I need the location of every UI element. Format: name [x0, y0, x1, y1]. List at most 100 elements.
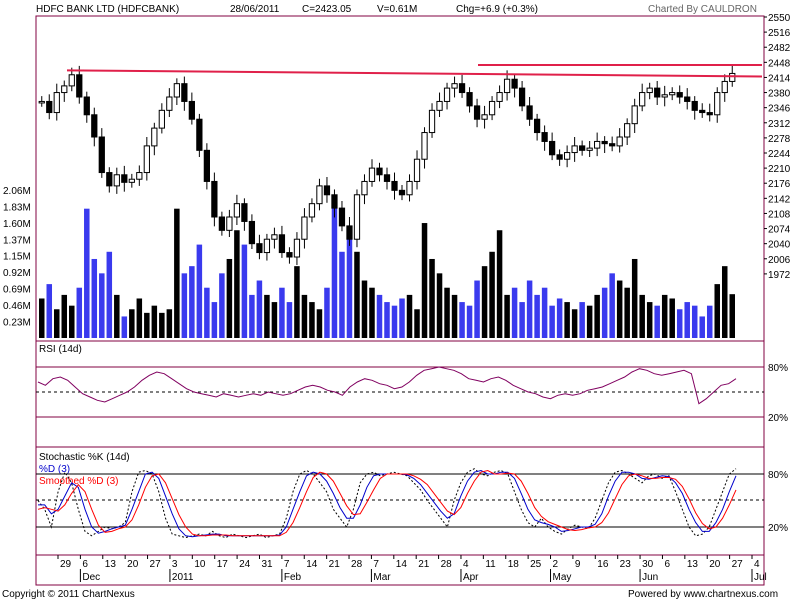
candle-body — [706, 112, 713, 116]
volume-bar — [234, 230, 240, 338]
volume-bars — [39, 201, 735, 338]
x-axis-panel — [35, 554, 765, 586]
volume-bar — [519, 302, 525, 338]
candle-body — [301, 216, 308, 240]
price-tick-label: 2040 — [768, 240, 791, 251]
volume-bar — [54, 309, 60, 338]
volume-bar — [504, 294, 510, 338]
volume-bar — [256, 280, 263, 338]
volume-bar — [429, 258, 435, 338]
candle-body — [361, 180, 368, 196]
price-tick-label: 2006 — [768, 255, 791, 266]
x-tick-label: 10 — [194, 559, 206, 570]
volume-bar — [526, 280, 533, 338]
price-tick-label: 2108 — [768, 209, 791, 220]
x-tick-label: 31 — [261, 559, 273, 570]
candle-body — [53, 92, 60, 114]
volume-tick-label: 1.83M — [3, 203, 31, 214]
candle-body — [188, 100, 195, 120]
month-label: Dec — [82, 572, 100, 583]
month-label: Mar — [373, 572, 391, 583]
volume-bar — [654, 305, 660, 338]
candle-body — [413, 158, 421, 182]
volume-bar — [211, 302, 218, 338]
candle-body — [76, 74, 83, 98]
candle-body — [391, 180, 398, 191]
x-tick-label: 13 — [105, 559, 117, 570]
candle-body — [699, 109, 706, 114]
volume-bar — [459, 302, 465, 338]
x-tick-label: 4 — [463, 559, 469, 570]
candle-body — [128, 178, 135, 183]
volume-bar — [699, 316, 705, 338]
volume-bar — [84, 208, 90, 338]
candle-body — [503, 78, 511, 94]
candle-body — [496, 92, 503, 102]
volume-bar — [676, 309, 683, 338]
candle-body — [98, 136, 105, 174]
price-candles — [38, 64, 736, 265]
candle-body — [646, 87, 653, 94]
volume-bar — [721, 266, 728, 338]
volume-bar — [129, 309, 135, 338]
month-label: Jul — [754, 572, 767, 583]
volume-bar — [556, 298, 563, 338]
volume-bar — [579, 302, 585, 338]
volume-bar — [624, 287, 630, 338]
volume-bar — [301, 294, 308, 338]
volume-bar — [481, 266, 488, 338]
candle-body — [46, 100, 53, 114]
price-tick-label: 2312 — [768, 119, 791, 130]
volume-bar — [331, 201, 338, 338]
candle-body — [173, 83, 180, 98]
volume-bar — [136, 298, 143, 338]
volume-bar — [496, 230, 503, 338]
candle-body — [631, 105, 638, 125]
volume-bar — [196, 244, 203, 338]
stoch-axis-20: 20% — [768, 523, 788, 534]
volume-bar — [661, 294, 668, 338]
candle-body — [233, 203, 241, 218]
rsi-line — [37, 366, 737, 405]
volume-bar — [174, 208, 180, 338]
volume-bar — [376, 294, 383, 338]
candle-body — [113, 174, 120, 187]
trendline-lower — [66, 69, 763, 78]
volume-bar — [609, 273, 615, 338]
volume-tick-label: 2.06M — [3, 186, 31, 197]
volume-bar — [69, 305, 75, 338]
volume-value: V=0.61M — [377, 4, 417, 15]
x-tick-label: 21 — [418, 559, 430, 570]
candle-body — [714, 92, 721, 116]
volume-bar — [616, 280, 623, 338]
x-axis: 29 6 13 20 27 3 10 17 24 31 7 14 21 28 7 14 21 28 4 11 18 25 2… — [57, 555, 767, 583]
volume-bar — [144, 312, 150, 338]
price-axis: 2550 2516 2482 2448 2414 2380 2346 2312 2278 2244… — [764, 13, 791, 281]
x-tick-label: 20 — [709, 559, 721, 570]
candle-body — [451, 83, 458, 89]
volume-bar — [121, 316, 128, 338]
volume-bar — [294, 266, 300, 338]
volume-bar — [391, 305, 398, 338]
trendlines — [66, 64, 763, 78]
candle-body — [241, 203, 248, 222]
candle-body — [38, 100, 45, 104]
candle-body — [691, 100, 698, 111]
volume-tick-label: 0.46M — [3, 301, 31, 312]
candle-body — [624, 123, 631, 138]
volume-bar — [226, 258, 233, 338]
volume-bar — [451, 294, 458, 338]
x-tick-label: 29 — [60, 559, 72, 570]
candle-body — [203, 149, 210, 182]
stochastic-smoothed-line — [37, 469, 737, 537]
volume-bar — [421, 223, 428, 338]
candle-body — [158, 109, 165, 129]
x-tick-label: 16 — [597, 559, 609, 570]
candle-body — [511, 78, 518, 89]
candle-body — [218, 216, 226, 231]
candle-body — [729, 72, 736, 82]
price-tick-label: 2448 — [768, 58, 791, 69]
volume-bar — [414, 309, 420, 338]
volume-bar — [646, 302, 653, 338]
volume-bar — [286, 302, 293, 338]
